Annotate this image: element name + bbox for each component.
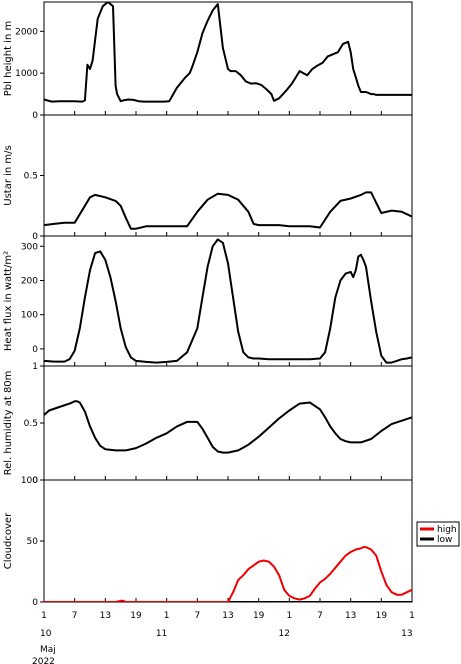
day-label: 13 [401,629,412,639]
time-axis: 1 7 13 19 1 7 13 19 1 7 13 19 1 10 11 12 13 Maj 2022 [32,611,415,664]
y-tick-label: 0 [32,598,38,608]
panel-2: 0 0.5 Ustar in m/s [3,114,413,242]
day-label: 11 [156,629,167,639]
day-label: 12 [278,629,289,639]
year-label: 2022 [32,657,55,664]
panel-frame [43,1,413,116]
panel-frame [43,365,413,481]
panel-5: 0 50 100 Cloudcover [3,476,413,608]
x-tick-label: 1 [409,611,415,621]
month-label: Maj [40,645,56,655]
y-tick-label: 0.5 [24,172,38,182]
series-line [44,191,412,230]
y-axis-label: Heat flux in watt/m² [3,251,14,351]
series-line [44,400,412,454]
series-line [44,2,412,103]
series-line-high [44,546,412,602]
y-axis-label: Cloudcover [3,512,14,569]
y-tick-label: 0.5 [24,419,38,429]
y-axis-label: Rel. humidity at 80m [3,371,14,476]
x-tick-label: 7 [317,611,323,621]
x-tick-label: 19 [130,611,142,621]
y-tick-label: 200 [21,276,38,286]
legend-label-low: low [437,535,452,545]
x-tick-label: 13 [100,611,111,621]
x-tick-label: 1 [286,611,292,621]
x-tick-label: 7 [72,611,78,621]
panel-3: 0 100 200 300 Heat flux in watt/m² [3,235,413,367]
x-tick-label: 19 [376,611,388,621]
x-tick-label: 7 [194,611,200,621]
x-tick-label: 19 [253,611,265,621]
series-line [44,238,412,364]
y-tick-label: 0 [32,345,38,355]
y-tick-label: 1000 [15,69,38,79]
y-tick-label: 50 [27,537,39,547]
x-tick-label: 13 [222,611,233,621]
panel-frame [43,479,413,603]
day-label: 10 [40,629,52,639]
x-tick-label: 1 [164,611,170,621]
y-tick-label: 0 [32,232,38,242]
y-tick-label: 300 [21,242,38,252]
y-tick-label: 0 [32,476,38,486]
legend-box [416,521,460,547]
y-axis-label: Ustar in m/s [3,145,14,205]
y-tick-label: 100 [21,476,38,486]
x-tick-label: 13 [345,611,356,621]
y-tick-label: 2000 [15,27,38,37]
x-tick-label: 1 [41,611,47,621]
legend-label-high: high [437,525,457,535]
y-tick-label: 0 [32,111,38,121]
panel-frame [43,114,413,237]
y-tick-label: 100 [21,311,38,321]
panel-frame [43,235,413,367]
y-tick-label: 1 [32,362,38,372]
y-axis-label: Pbl height in m [3,21,14,96]
panel-4: 0 0.5 1 Rel. humidity at 80m [3,362,413,486]
